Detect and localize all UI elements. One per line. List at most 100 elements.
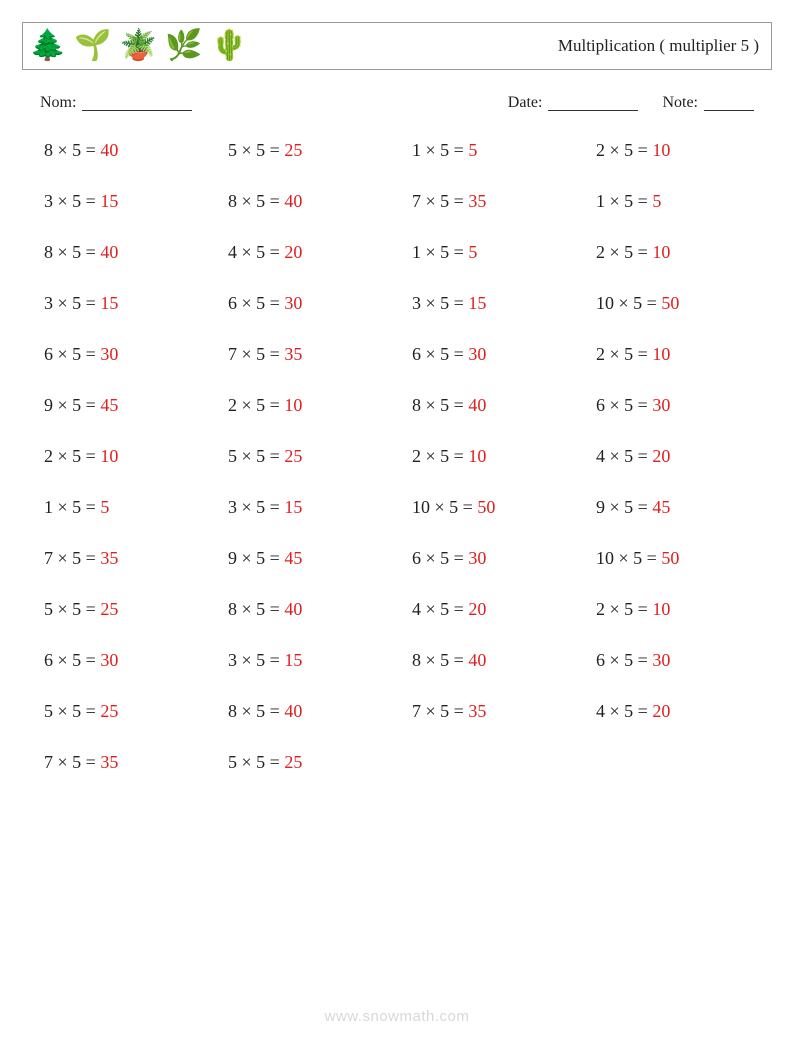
problem-answer: 35 (100, 548, 118, 568)
problem-expression: 4 × 5 = (596, 701, 652, 721)
problem-answer: 10 (100, 446, 118, 466)
problem-expression: 9 × 5 = (596, 497, 652, 517)
problem: 2 × 5 = 10 (596, 242, 750, 263)
problems-grid: 8 × 5 = 40 5 × 5 = 25 1 × 5 = 5 2 × 5 = 10 3… (44, 140, 750, 773)
problem: 3 × 5 = 15 (228, 650, 382, 671)
problem-answer: 10 (468, 446, 486, 466)
header-icons: 🌲 🌱 🪴 🌿 🌵 (29, 31, 248, 61)
problem-expression: 6 × 5 = (596, 395, 652, 415)
problem-expression: 6 × 5 = (44, 344, 100, 364)
problem-answer: 30 (468, 344, 486, 364)
problem-expression: 4 × 5 = (228, 242, 284, 262)
problem-answer: 25 (284, 140, 302, 160)
problem-expression: 8 × 5 = (228, 701, 284, 721)
problem-expression: 2 × 5 = (596, 242, 652, 262)
problem-answer: 30 (652, 650, 670, 670)
problem: 8 × 5 = 40 (228, 599, 382, 620)
problem: 7 × 5 = 35 (412, 191, 566, 212)
problem: 4 × 5 = 20 (228, 242, 382, 263)
problem-expression: 3 × 5 = (412, 293, 468, 313)
problem-expression: 4 × 5 = (596, 446, 652, 466)
plant-icon-3: 🪴 (120, 31, 157, 61)
problem-expression: 3 × 5 = (228, 497, 284, 517)
problem-expression: 9 × 5 = (228, 548, 284, 568)
problem-expression: 7 × 5 = (44, 548, 100, 568)
problem-answer: 25 (284, 446, 302, 466)
problem-answer: 20 (652, 446, 670, 466)
problem-expression: 6 × 5 = (412, 344, 468, 364)
problem-expression: 2 × 5 = (596, 344, 652, 364)
problem-expression: 3 × 5 = (44, 293, 100, 313)
problem-expression: 1 × 5 = (412, 242, 468, 262)
problem-expression: 2 × 5 = (596, 599, 652, 619)
problem: 4 × 5 = 20 (596, 701, 750, 722)
problem: 2 × 5 = 10 (44, 446, 198, 467)
problem: 9 × 5 = 45 (228, 548, 382, 569)
problem: 1 × 5 = 5 (412, 242, 566, 263)
problem-answer: 40 (284, 599, 302, 619)
problem-answer: 5 (652, 191, 661, 211)
problem: 9 × 5 = 45 (44, 395, 198, 416)
plant-icon-5: 🌵 (210, 31, 247, 61)
problem-expression: 6 × 5 = (228, 293, 284, 313)
plant-icon-2: 🌱 (74, 31, 111, 61)
problem-answer: 5 (100, 497, 109, 517)
problem-answer: 20 (284, 242, 302, 262)
date-blank (548, 94, 638, 111)
note-label: Note: (662, 94, 698, 112)
problem-answer: 30 (652, 395, 670, 415)
name-label: Nom: (40, 94, 76, 112)
problem: 8 × 5 = 40 (412, 650, 566, 671)
problem: 2 × 5 = 10 (596, 140, 750, 161)
problem-answer: 40 (100, 242, 118, 262)
problem-answer: 35 (468, 191, 486, 211)
problem-expression: 5 × 5 = (228, 446, 284, 466)
worksheet-title: Multiplication ( multiplier 5 ) (558, 36, 759, 56)
problem: 10 × 5 = 50 (412, 497, 566, 518)
problem-answer: 30 (284, 293, 302, 313)
problem: 1 × 5 = 5 (44, 497, 198, 518)
problem-answer: 25 (100, 599, 118, 619)
problem-expression: 8 × 5 = (44, 140, 100, 160)
problem: 7 × 5 = 35 (44, 548, 198, 569)
problem-answer: 25 (100, 701, 118, 721)
problem: 7 × 5 = 35 (228, 344, 382, 365)
problem-answer: 45 (100, 395, 118, 415)
problem-answer: 20 (468, 599, 486, 619)
problem: 1 × 5 = 5 (412, 140, 566, 161)
note-blank (704, 94, 754, 111)
problem-expression: 5 × 5 = (228, 140, 284, 160)
problem-expression: 8 × 5 = (228, 599, 284, 619)
problem-answer: 10 (652, 140, 670, 160)
problem: 6 × 5 = 30 (412, 344, 566, 365)
problem: 5 × 5 = 25 (228, 446, 382, 467)
problem: 6 × 5 = 30 (412, 548, 566, 569)
problem-answer: 40 (468, 650, 486, 670)
plant-icon-1: 🌲 (29, 31, 66, 61)
problem: 2 × 5 = 10 (228, 395, 382, 416)
problem: 7 × 5 = 35 (44, 752, 198, 773)
problem: 8 × 5 = 40 (228, 191, 382, 212)
problem-expression: 10 × 5 = (596, 548, 661, 568)
problem: 9 × 5 = 45 (596, 497, 750, 518)
problem: 6 × 5 = 30 (596, 650, 750, 671)
header-box: 🌲 🌱 🪴 🌿 🌵 Multiplication ( multiplier 5 … (22, 22, 772, 70)
problem-expression: 1 × 5 = (44, 497, 100, 517)
problem-expression: 6 × 5 = (44, 650, 100, 670)
problem: 6 × 5 = 30 (44, 344, 198, 365)
problem: 8 × 5 = 40 (228, 701, 382, 722)
problem-answer: 35 (284, 344, 302, 364)
problem-expression: 8 × 5 = (44, 242, 100, 262)
problem: 6 × 5 = 30 (44, 650, 198, 671)
problem-answer: 10 (284, 395, 302, 415)
problem-expression: 7 × 5 = (412, 191, 468, 211)
problem: 2 × 5 = 10 (596, 599, 750, 620)
problem-answer: 10 (652, 242, 670, 262)
problem-answer: 50 (661, 293, 679, 313)
problem-expression: 9 × 5 = (44, 395, 100, 415)
problem-expression: 4 × 5 = (412, 599, 468, 619)
problem-answer: 15 (284, 497, 302, 517)
problem-answer: 45 (284, 548, 302, 568)
problem-expression: 10 × 5 = (412, 497, 477, 517)
problem-expression: 2 × 5 = (412, 446, 468, 466)
